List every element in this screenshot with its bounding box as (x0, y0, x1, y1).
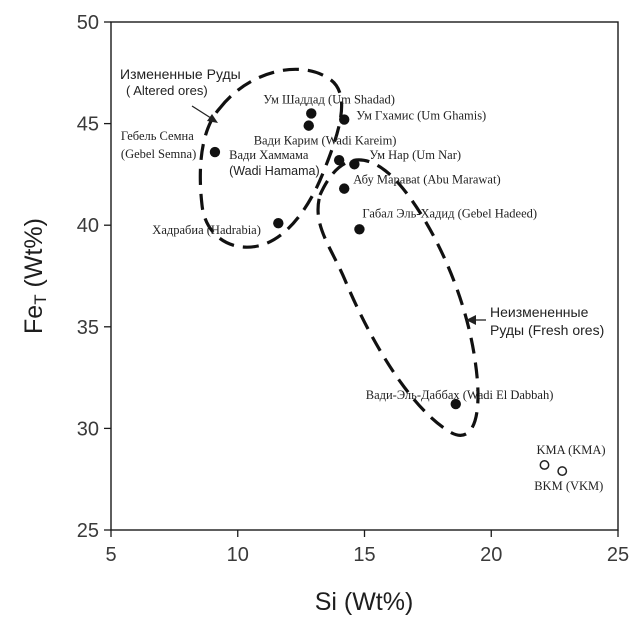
fresh-ores-label-line2: Руды (Fresh ores) (490, 322, 604, 338)
altered-ores-label: Измененные Руды ( Altered ores) (120, 66, 241, 123)
data-point (354, 224, 365, 235)
point-label: Габал Эль-Хадид (Gebel Hadeed) (362, 206, 537, 220)
data-point (349, 159, 360, 170)
axis-ticks: 5 10 15 20 25 25 30 35 40 45 50 (77, 12, 629, 566)
data-point (339, 183, 350, 194)
altered-ores-label-line2: ( Altered ores) (126, 83, 208, 98)
point-label: KMA (KMA) (536, 443, 605, 457)
data-point (303, 120, 314, 131)
x-tick-label: 5 (105, 544, 116, 566)
point-label: Ум Нар (Um Nar) (369, 148, 461, 162)
data-point (450, 398, 461, 410)
y-tick-label: 30 (77, 418, 99, 440)
point-label: Гебель Семна (121, 129, 194, 143)
point-labels: Гебель Семна (Gebel Semna) Ум Шаддад (Um S… (121, 92, 606, 493)
point-label: Ум Гхамис (Um Ghamis) (356, 109, 486, 123)
y-tick-label: 40 (77, 215, 99, 237)
fresh-ores-label-line1: Неизмененные (490, 304, 589, 320)
y-axis-title-main: Fe (20, 305, 48, 334)
data-point (209, 146, 221, 158)
point-label: Хадрабиа (Hadrabia) (152, 223, 261, 237)
y-axis-title-rest: (Wt%) (20, 218, 48, 294)
data-point (339, 114, 350, 125)
point-label: BKM (VKM) (534, 479, 603, 493)
fresh-ores-outline (316, 158, 480, 437)
data-point (306, 108, 317, 119)
point-label: (Wadi Hamama) (229, 164, 320, 178)
x-tick-label: 10 (227, 544, 249, 566)
y-tick-label: 45 (77, 114, 99, 136)
data-points (209, 108, 568, 477)
y-tick-label: 50 (77, 12, 99, 34)
y-axis-title: FeT (Wt%) (20, 218, 50, 334)
y-tick-label: 25 (77, 520, 99, 542)
point-label: (Gebel Semna) (121, 147, 196, 161)
altered-ores-outline (198, 67, 344, 249)
altered-ores-label-line1: Измененные Руды (120, 66, 241, 82)
fresh-ores-label: Неизмененные Руды (Fresh ores) (466, 304, 604, 338)
data-point-open (557, 466, 568, 477)
x-tick-label: 25 (607, 544, 629, 566)
y-tick-label: 35 (77, 317, 99, 339)
point-label: Абу Мараваt (Abu Marawat) (353, 173, 500, 187)
altered-ores-arrow-head (207, 114, 218, 123)
point-label: Вади Карим (Wadi Kareim) (254, 134, 397, 148)
fresh-ores-arrow-head (466, 315, 476, 325)
x-tick-label: 15 (353, 544, 375, 566)
point-label: Вади Хаммама (229, 148, 309, 162)
point-label: Ум Шаддад (Um Shadad) (263, 92, 395, 106)
point-label: Вади-Эль-Даббах (Wadi El Dabbah) (366, 388, 554, 402)
data-point (333, 154, 345, 166)
ore-group-outlines (198, 67, 480, 437)
data-point (273, 217, 284, 229)
y-axis-title-sub: T (31, 294, 50, 304)
x-tick-label: 20 (480, 544, 502, 566)
x-axis-title: Si (Wt%) (315, 588, 414, 616)
data-point-open (539, 460, 550, 470)
